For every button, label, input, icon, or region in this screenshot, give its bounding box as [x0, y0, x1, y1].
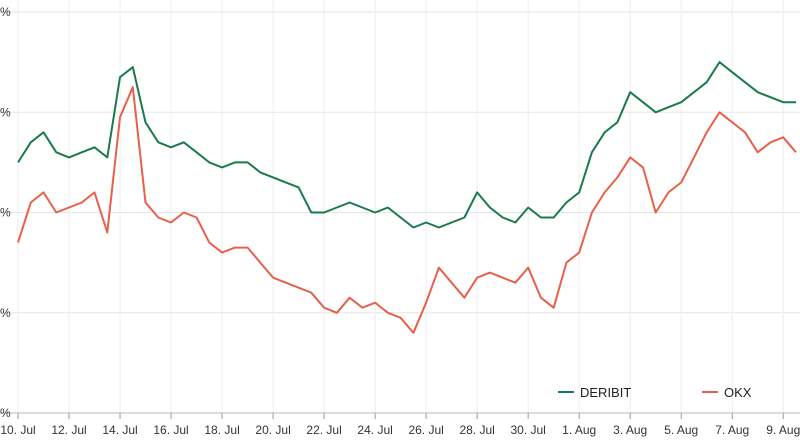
legend-label-okx: OKX: [724, 385, 752, 400]
legend[interactable]: DERIBIT OKX: [558, 385, 752, 400]
x-tick-label: 20. Jul: [255, 423, 290, 437]
series-line-deribit[interactable]: [17, 61, 796, 229]
x-axis: 10. Jul 12. Jul 14. Jul 16. Jul 18. Jul 20. J…: [0, 412, 800, 437]
legend-item-deribit[interactable]: DERIBIT: [558, 385, 631, 400]
y-tick-label: %: [0, 406, 11, 420]
legend-label-deribit: DERIBIT: [580, 385, 631, 400]
x-tick-label: 18. Jul: [204, 423, 239, 437]
y-tick-label: %: [0, 105, 11, 119]
x-tick-label: 9. Aug: [766, 423, 800, 437]
x-tick-label: 30. Jul: [510, 423, 545, 437]
x-tick-label: 10. Jul: [0, 423, 35, 437]
series-line-okx[interactable]: [17, 86, 797, 334]
x-tick-label: 28. Jul: [459, 423, 494, 437]
x-tick-label: 22. Jul: [306, 423, 341, 437]
gridlines: [0, 0, 800, 414]
x-tick-label: 24. Jul: [357, 423, 392, 437]
x-tick-label: 3. Aug: [613, 423, 647, 437]
x-tick-label: 7. Aug: [715, 423, 749, 437]
x-tick-label: 26. Jul: [408, 423, 443, 437]
y-tick-label: %: [0, 306, 11, 320]
legend-item-okx[interactable]: OKX: [702, 385, 752, 400]
y-axis: %%%%%: [0, 5, 11, 420]
y-tick-label: %: [0, 206, 11, 220]
x-tick-label: 1. Aug: [562, 423, 596, 437]
series-layer: [17, 61, 797, 334]
x-tick-label: 12. Jul: [51, 423, 86, 437]
x-tick-label: 16. Jul: [153, 423, 188, 437]
x-tick-label: 5. Aug: [664, 423, 698, 437]
x-tick-label: 14. Jul: [102, 423, 137, 437]
y-tick-label: %: [0, 5, 11, 19]
